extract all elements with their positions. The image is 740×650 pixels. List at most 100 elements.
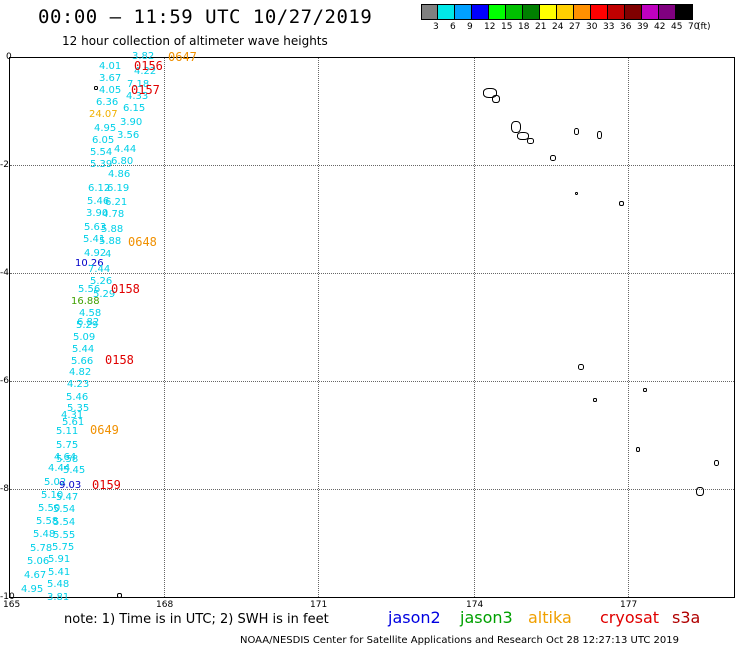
wave-height-value: 4.31 — [61, 410, 84, 421]
pass-time: 0156 — [134, 59, 163, 73]
grid-line-vertical — [474, 58, 475, 597]
pass-time: 0649 — [90, 423, 119, 437]
wave-height-value: 3.82 — [132, 51, 155, 62]
legend-label: 42 — [654, 22, 666, 32]
legend-swatch — [642, 4, 659, 20]
wave-height-value: 6.12 — [88, 183, 111, 194]
wave-height-value: 5.66 — [71, 356, 94, 367]
pass-time: 0159 — [92, 478, 121, 492]
island-outline — [593, 398, 597, 402]
wave-height-value: 5.41 — [83, 234, 106, 245]
wave-height-value: 5.75 — [56, 440, 79, 451]
grid-line-vertical — [628, 58, 629, 597]
island-outline — [550, 155, 556, 161]
legend-swatch — [659, 4, 676, 20]
wave-height-value: 4.44 — [114, 144, 137, 155]
wave-height-value: 4.95 — [21, 584, 44, 595]
grid-line-horizontal — [10, 165, 734, 166]
wave-height-value: 6.80 — [111, 156, 134, 167]
longitude-label: 165 — [3, 600, 21, 610]
legend-swatch — [489, 4, 506, 20]
credit-line: NOAA/NESDIS Center for Satellite Applica… — [240, 635, 679, 646]
island-outline — [643, 388, 647, 392]
legend-label: 3 — [433, 22, 439, 32]
wave-height-value: 4.33 — [126, 91, 149, 102]
island-outline — [696, 487, 704, 496]
wave-height-value: 6.15 — [123, 103, 146, 114]
footnote: note: 1) Time is in UTC; 2) SWH is in fe… — [64, 612, 329, 627]
wave-height-value: 4.64 — [54, 452, 77, 463]
wave-height-value: 5.47 — [56, 492, 79, 503]
color-scale-legend — [421, 4, 693, 20]
wave-height-value: 5.02 — [44, 477, 67, 488]
wave-height-value: 4.78 — [102, 209, 125, 220]
wave-height-value: 4.01 — [99, 61, 122, 72]
legend-label: 12 — [484, 22, 496, 32]
island-outline — [517, 132, 529, 140]
wave-height-value: 4.23 — [67, 379, 90, 390]
wave-height-value: 4.82 — [69, 367, 92, 378]
page-title: 00:00 – 11:59 UTC 10/27/2019 — [38, 6, 373, 28]
wave-height-value: 5.56 — [78, 284, 101, 295]
legend-label: 6 — [450, 22, 456, 32]
island-outline — [483, 88, 497, 98]
wave-height-value: 6.82 — [77, 317, 100, 328]
wave-height-value: 6.05 — [92, 135, 115, 146]
island-outline — [492, 95, 500, 103]
pass-time: 0158 — [105, 353, 134, 367]
wave-height-value: 5.48 — [47, 579, 70, 590]
wave-height-value: 7.44 — [88, 264, 111, 275]
pass-time: 0647 — [168, 50, 197, 64]
legend-label: 15 — [501, 22, 513, 32]
wave-height-value: 5.58 — [36, 516, 59, 527]
satellite-jason2: jason2 — [388, 608, 441, 627]
map-frame — [9, 57, 735, 598]
grid-line-horizontal — [10, 381, 734, 382]
legend-label: 70 — [688, 22, 700, 32]
satellite-jason3: jason3 — [460, 608, 513, 627]
legend-swatch — [574, 4, 591, 20]
wave-height-value: 5.88 — [101, 224, 124, 235]
wave-height-value: 6.19 — [107, 183, 130, 194]
wave-height-value: 4.22 — [134, 66, 157, 77]
wave-height-value: 5.54 — [53, 504, 76, 515]
wave-height-value: 5.54 — [90, 147, 113, 158]
latitude-label: -4 — [0, 268, 9, 278]
satellite-cryosat: cryosat — [600, 608, 660, 627]
wave-height-value: 5.41 — [48, 567, 71, 578]
legend-swatch — [523, 4, 540, 20]
island-outline — [511, 121, 521, 133]
legend-label: 9 — [467, 22, 473, 32]
legend-swatch — [455, 4, 472, 20]
longitude-label: 168 — [156, 600, 174, 610]
wave-height-value: 5.46 — [66, 392, 89, 403]
island-outline — [714, 460, 719, 466]
legend-swatch — [591, 4, 608, 20]
latitude-label: -10 — [0, 592, 15, 602]
wave-height-value: 5.91 — [48, 554, 71, 565]
wave-height-value: 5.26 — [90, 276, 113, 287]
wave-height-value: 3.90 — [86, 208, 109, 219]
wave-height-value: 5.63 — [84, 222, 107, 233]
wave-height-value: 4.05 — [99, 85, 122, 96]
page-subtitle: 12 hour collection of altimeter wave hei… — [62, 34, 328, 48]
wave-height-value: 5.39 — [90, 159, 113, 170]
color-scale-labels: 3 6 9 12 15 18 21 24 27 30 33 36 39 42 45 70 (ft) — [421, 22, 740, 34]
wave-height-value: 5.45 — [63, 465, 86, 476]
wave-height-value: 5.06 — [27, 556, 50, 567]
island-outline — [619, 201, 624, 206]
legend-unit: (ft) — [697, 22, 711, 32]
wave-height-value: 6.36 — [96, 97, 119, 108]
wave-height-value: 5.78 — [30, 543, 53, 554]
wave-height-value: 4 — [105, 249, 112, 260]
legend-swatch — [676, 4, 693, 20]
wave-height-value: 5.50 — [38, 503, 61, 514]
wave-height-value: 10.26 — [75, 258, 104, 269]
grid-line-vertical — [318, 58, 319, 597]
wave-height-value: 16.88 — [71, 296, 100, 307]
wave-height-value: 24.07 — [89, 109, 118, 120]
wave-height-value: 5.54 — [53, 517, 76, 528]
wave-height-value: 5.35 — [67, 403, 90, 414]
wave-height-value: 9.03 — [59, 480, 82, 491]
wave-height-value: 4.92 — [84, 248, 107, 259]
